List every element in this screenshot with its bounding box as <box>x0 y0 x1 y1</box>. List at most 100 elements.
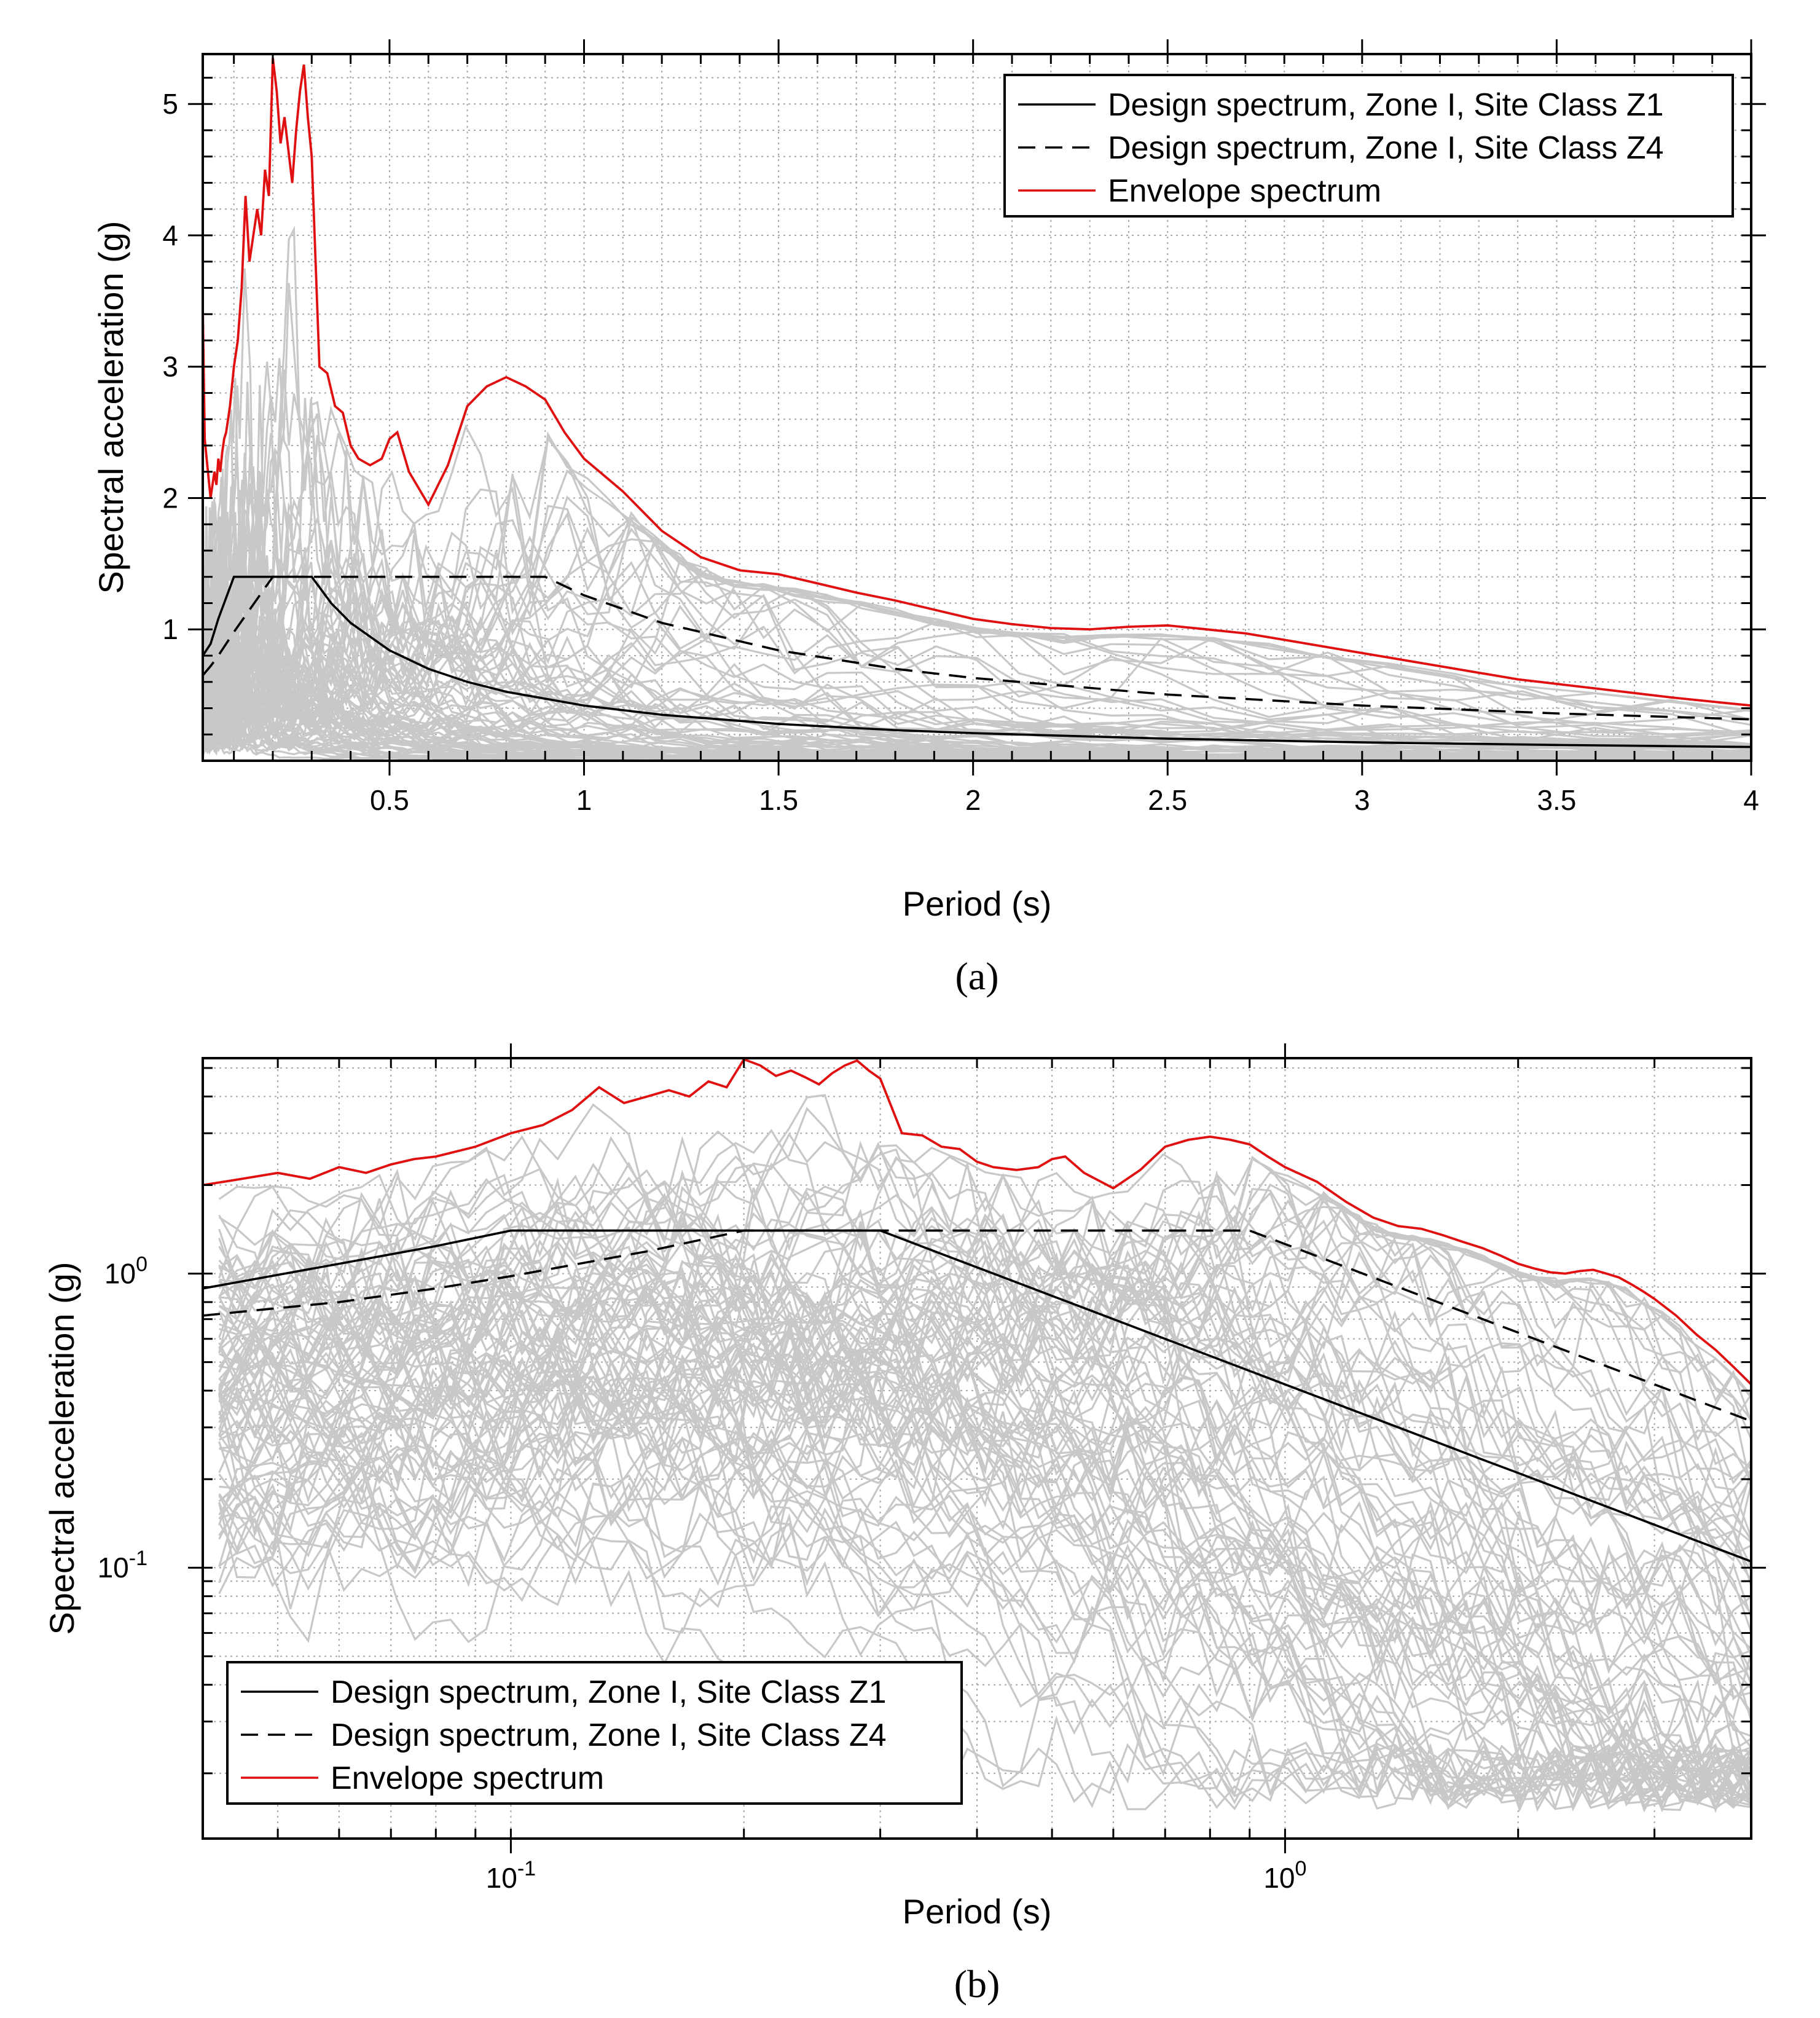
record-spectrum-line <box>218 1332 1752 1797</box>
x-tick-label: 100 <box>1263 1857 1306 1894</box>
record-spectrum-line <box>218 1157 1752 1399</box>
record-spectrum-line <box>218 1400 1752 1810</box>
panel-b-y-axis-title: Spectral acceleration (g) <box>42 1262 81 1635</box>
record-spectrum-line <box>218 1235 1752 1539</box>
panel-b-legend: Design spectrum, Zone I, Site Class Z1 De… <box>226 1661 963 1805</box>
y-tick-label: 5 <box>162 88 178 120</box>
panel-b-chart: 10-1 100 10-1 100 Period (s) Spectral accel… <box>42 1043 1766 2006</box>
panel-b-label: (b) <box>954 1962 1000 2006</box>
panel-a-x-axis-title: Period (s) <box>903 884 1052 923</box>
panel-a-label: (a) <box>955 954 998 998</box>
panel-a-ticks: 0.5 1 1.5 2 2.5 3 3.5 4 1 2 3 4 5 <box>162 39 1766 816</box>
record-spectrum-line <box>202 664 1752 752</box>
panel-a-envelope <box>202 58 1752 707</box>
legend-box <box>1003 74 1734 218</box>
record-spectrum-line <box>218 1270 1752 1794</box>
x-tick-label: 4 <box>1743 784 1759 816</box>
record-spectrum-line <box>202 450 1752 758</box>
record-spectrum-line <box>202 488 1752 749</box>
record-spectrum-line <box>202 535 1752 753</box>
record-spectrum-line <box>218 1379 1752 1698</box>
x-tick-label: 3.5 <box>1537 784 1576 816</box>
record-spectrum-line <box>218 1255 1752 1682</box>
design-spectrum-z4-line <box>202 1229 1752 1423</box>
record-spectrum-line <box>218 1135 1752 1808</box>
y-tick-label: 4 <box>162 219 178 251</box>
design-spectrum-z1-line <box>202 575 1752 748</box>
legend-entry-label: Design spectrum, Zone I, Site Class Z1 <box>1108 87 1664 123</box>
x-tick-label: 10-1 <box>486 1857 536 1894</box>
legend-entry-label: Envelope spectrum <box>1108 173 1381 209</box>
panel-b-envelope <box>202 1058 1752 1386</box>
record-spectrum-line <box>218 1215 1752 1799</box>
record-spectrum-line <box>202 579 1752 760</box>
record-spectrum-line <box>218 1187 1752 1805</box>
y-tick-exponent: 0 <box>136 1253 147 1276</box>
x-tick-label: 1 <box>576 784 592 816</box>
record-spectrum-line <box>218 1374 1752 1809</box>
record-spectrum-line <box>218 1282 1752 1752</box>
panel-a-plot-frame <box>202 53 1752 762</box>
record-spectrum-line <box>218 1234 1752 1813</box>
record-spectrum-line <box>218 1241 1752 1810</box>
record-spectrum-line <box>202 702 1752 757</box>
record-spectrum-line <box>218 1289 1752 1808</box>
y-tick-label: 3 <box>162 351 178 383</box>
x-tick-label: 0.5 <box>370 784 409 816</box>
legend-box <box>226 1661 963 1805</box>
record-spectrum-line <box>218 1128 1752 1801</box>
record-spectrum-line <box>219 1391 1752 1813</box>
x-tick-exponent: -1 <box>517 1857 536 1880</box>
design-spectrum-z4-line <box>202 575 1752 721</box>
envelope-spectrum-line <box>202 58 1752 707</box>
y-tick-exponent: -1 <box>129 1547 147 1570</box>
record-spectrum-line <box>202 644 1752 760</box>
panel-b-design-spectra <box>202 1229 1752 1563</box>
y-tick-label: 2 <box>162 482 178 514</box>
record-spectrum-line <box>219 1277 1752 1542</box>
record-spectrum-line <box>219 1107 1752 1540</box>
legend-entry-label: Envelope spectrum <box>331 1761 604 1796</box>
panel-a-legend: Design spectrum, Zone I, Site Class Z1 De… <box>1003 74 1734 218</box>
record-spectrum-line <box>218 1313 1752 1806</box>
record-spectrum-line <box>218 1197 1752 1737</box>
record-spectrum-line <box>218 1169 1752 1805</box>
record-spectrum-line <box>218 1180 1752 1568</box>
record-spectrum-line <box>202 378 1752 760</box>
x-tick-label: 1.5 <box>759 784 798 816</box>
record-spectrum-line <box>218 1231 1752 1811</box>
panel-a-chart: 0.5 1 1.5 2 2.5 3 3.5 4 1 2 3 4 5 Period (s) Spectra… <box>92 39 1766 998</box>
panel-a-design-spectra <box>202 575 1752 748</box>
record-spectrum-line <box>218 1346 1752 1793</box>
record-spectrum-line <box>218 1163 1752 1647</box>
legend-entry-label: Design spectrum, Zone I, Site Class Z4 <box>1108 130 1664 166</box>
x-tick-label: 3 <box>1354 784 1370 816</box>
record-spectrum-line <box>202 483 1752 758</box>
panel-b-record-spectra <box>218 1094 1752 1813</box>
panel-b-ticks: 10-1 100 10-1 100 <box>98 1043 1766 1894</box>
panel-b-x-axis-title: Period (s) <box>903 1892 1052 1931</box>
record-spectrum-line <box>218 1305 1752 1681</box>
x-tick-exponent: 0 <box>1295 1857 1307 1880</box>
design-spectrum-z1-line <box>202 1229 1752 1563</box>
y-tick-label: 1 <box>162 613 178 645</box>
legend-entry-label: Design spectrum, Zone I, Site Class Z4 <box>331 1718 887 1753</box>
record-spectrum-line <box>218 1345 1752 1813</box>
x-tick-label: 2.5 <box>1148 784 1187 816</box>
record-spectrum-line <box>218 1368 1752 1810</box>
x-tick-label: 2 <box>965 784 981 816</box>
record-spectrum-line <box>218 1161 1752 1737</box>
record-spectrum-line <box>218 1250 1752 1656</box>
record-spectrum-line <box>218 1238 1752 1480</box>
record-spectrum-line <box>218 1141 1752 1749</box>
record-spectrum-line <box>218 1204 1752 1616</box>
panel-a-y-axis-title: Spectral acceleration (g) <box>92 221 130 594</box>
y-tick-label: 100 <box>104 1253 147 1290</box>
record-spectrum-line <box>202 283 1752 745</box>
y-tick-label: 10-1 <box>98 1547 147 1584</box>
record-spectrum-line <box>219 1215 1752 1543</box>
envelope-spectrum-line <box>202 1058 1752 1386</box>
legend-entry-label: Design spectrum, Zone I, Site Class Z1 <box>331 1674 887 1710</box>
record-spectrum-line <box>202 658 1752 756</box>
